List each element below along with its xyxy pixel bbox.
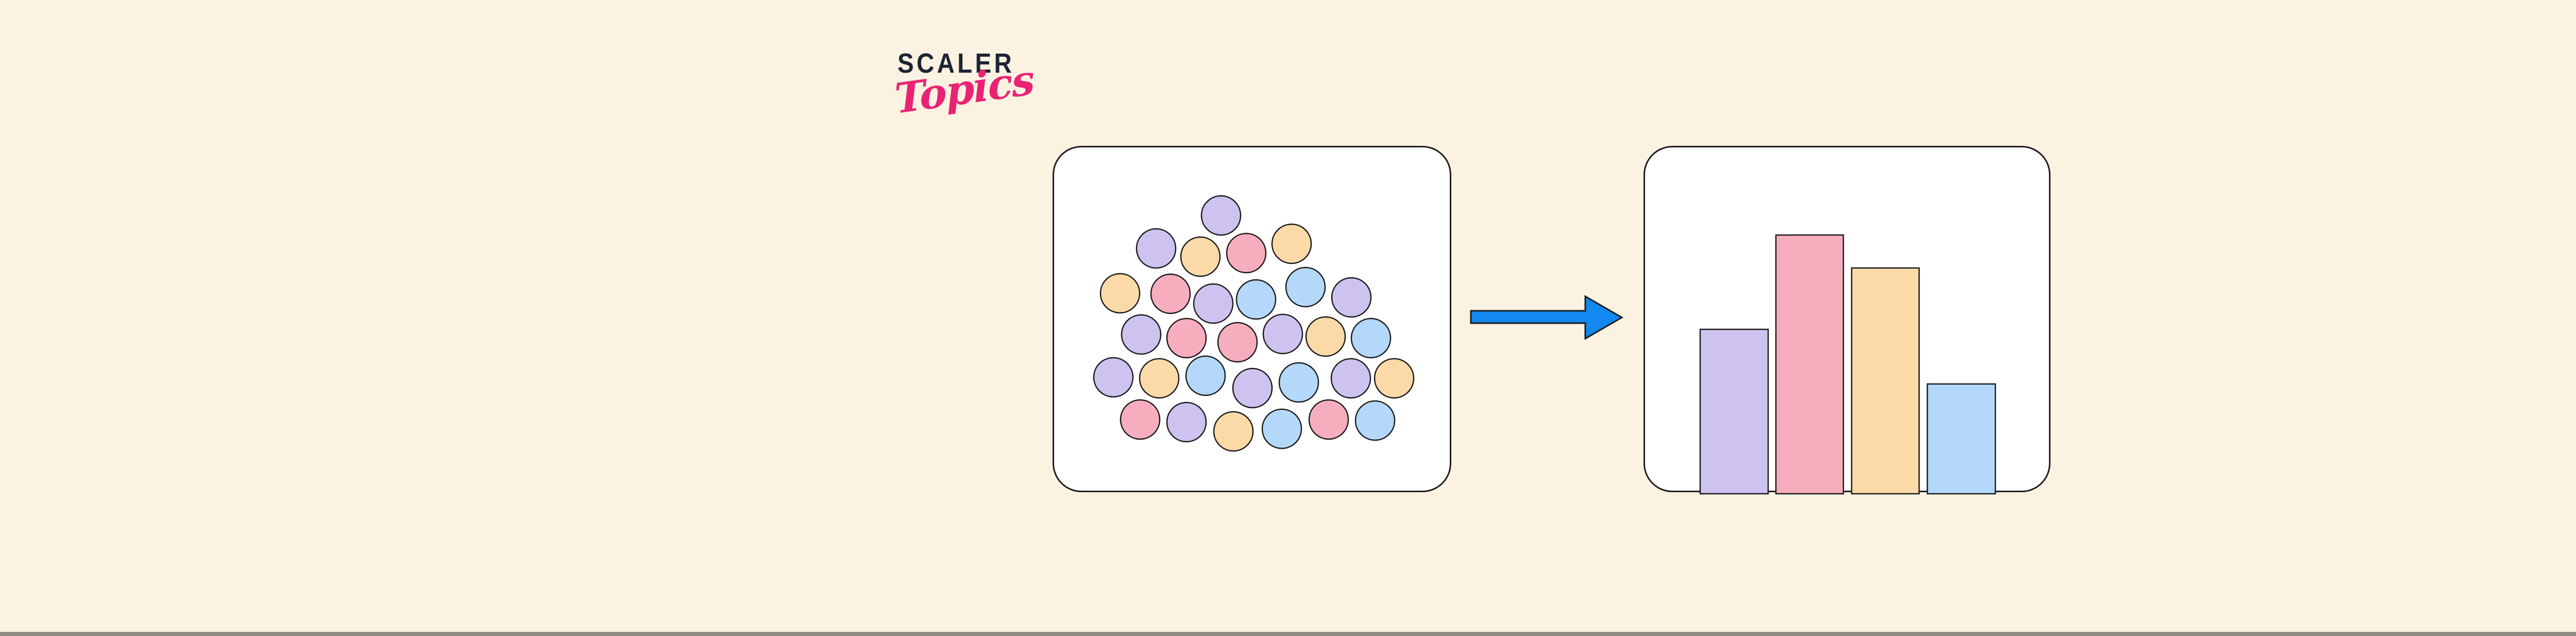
data-point-purple	[1331, 277, 1372, 318]
bars-svg	[1699, 234, 1996, 495]
data-point-peach	[1099, 273, 1141, 314]
data-point-purple	[1166, 401, 1207, 443]
data-point-peach	[1305, 316, 1346, 357]
bar-chart-panel	[1643, 146, 2050, 495]
logo-wordmark-scaler: SCALER	[897, 48, 1015, 79]
scatter-svg	[1093, 195, 1415, 452]
data-point-purple	[1232, 367, 1273, 409]
data-point-peach	[1271, 223, 1312, 264]
transform-arrow	[1470, 295, 1623, 340]
data-point-peach	[1213, 411, 1254, 452]
data-point-peach	[1180, 236, 1221, 277]
data-point-blue	[1285, 266, 1326, 308]
scaler-topics-logo: SCALER Topics	[893, 48, 1052, 123]
data-point-blue	[1185, 355, 1226, 396]
right-arrow-icon	[1470, 295, 1623, 340]
bar-peach	[1851, 267, 1920, 495]
data-point-pink	[1308, 399, 1349, 440]
data-point-peach	[1139, 358, 1180, 399]
data-point-blue	[1354, 400, 1396, 441]
data-point-purple	[1093, 357, 1134, 398]
data-point-pink	[1166, 317, 1207, 359]
data-point-pink	[1120, 399, 1161, 440]
bar-pink	[1775, 234, 1844, 495]
data-point-blue	[1261, 408, 1302, 449]
data-point-purple	[1121, 314, 1162, 355]
bottom-border-strip	[0, 632, 2576, 636]
raw-data-panel	[1053, 146, 1451, 492]
data-point-blue	[1350, 317, 1392, 359]
data-point-purple	[1262, 313, 1303, 355]
data-point-purple	[1200, 195, 1242, 236]
data-point-blue	[1235, 279, 1277, 320]
data-point-purple	[1136, 228, 1177, 269]
data-point-purple	[1330, 358, 1371, 399]
data-point-pink	[1217, 322, 1258, 363]
data-point-blue	[1278, 362, 1319, 403]
data-point-pink	[1226, 232, 1267, 274]
bar-blue	[1926, 383, 1996, 495]
data-point-purple	[1193, 283, 1234, 324]
data-point-pink	[1150, 273, 1191, 314]
data-point-peach	[1374, 358, 1415, 399]
bar-purple	[1699, 328, 1769, 495]
